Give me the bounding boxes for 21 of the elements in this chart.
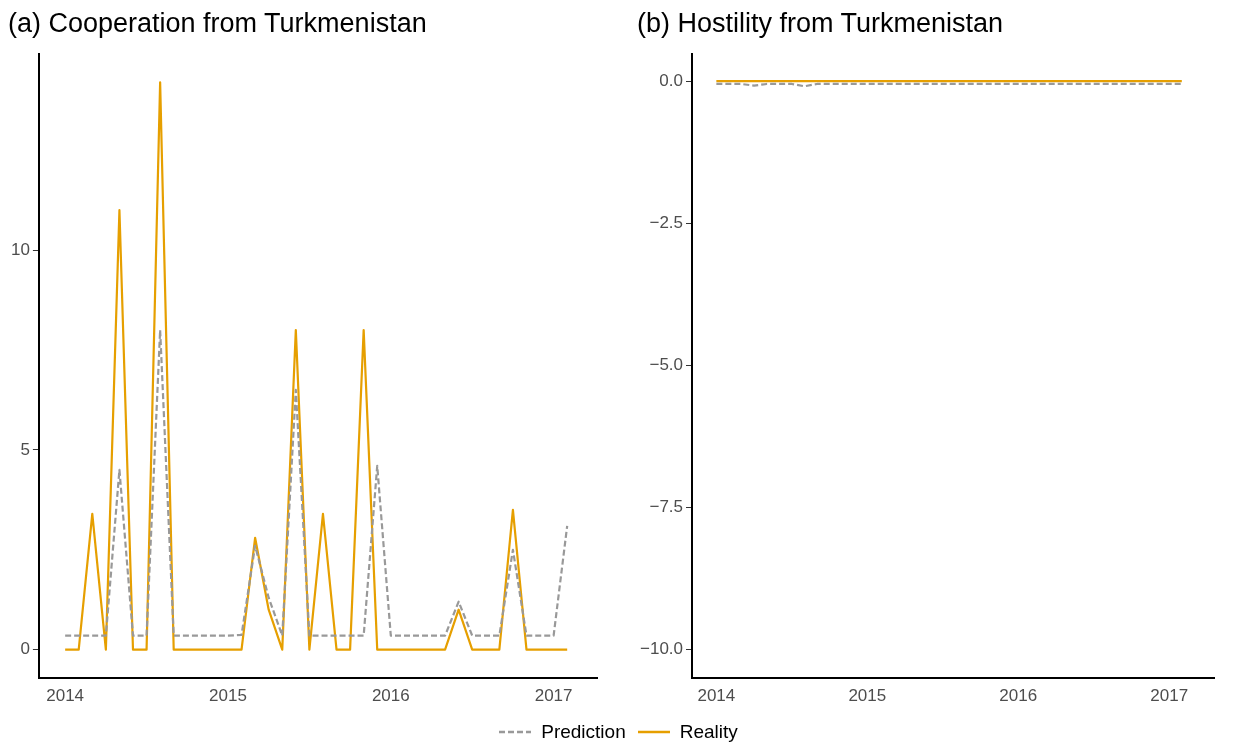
y-tick-label: −2.5 [649,212,684,232]
x-tick-label: 2015 [209,686,247,706]
y-tick-label: 10 [10,239,30,259]
legend-label: Prediction [541,721,626,743]
y-tick-label: 0.0 [659,70,684,90]
legend-label: Reality [679,721,738,743]
x-tick-label: 2016 [999,686,1038,706]
chart-title: (b) Hostility from Turkmenistan [637,7,1004,38]
x-tick-label: 2017 [534,686,573,706]
y-tick-label: 5 [20,439,30,459]
y-tick-label: 0 [20,639,30,659]
x-tick-label: 2016 [371,686,410,706]
y-tick-label: −10.0 [640,639,684,659]
y-tick-label: −7.5 [649,497,684,517]
chart-title: (a) Cooperation from Turkmenistan [8,7,427,38]
y-tick-label: −5.0 [649,355,684,375]
x-tick-label: 2014 [46,686,85,706]
x-tick-label: 2014 [697,686,736,706]
x-tick-label: 2015 [848,686,887,706]
line-series [64,328,569,637]
x-tick-label: 2017 [1150,686,1189,706]
